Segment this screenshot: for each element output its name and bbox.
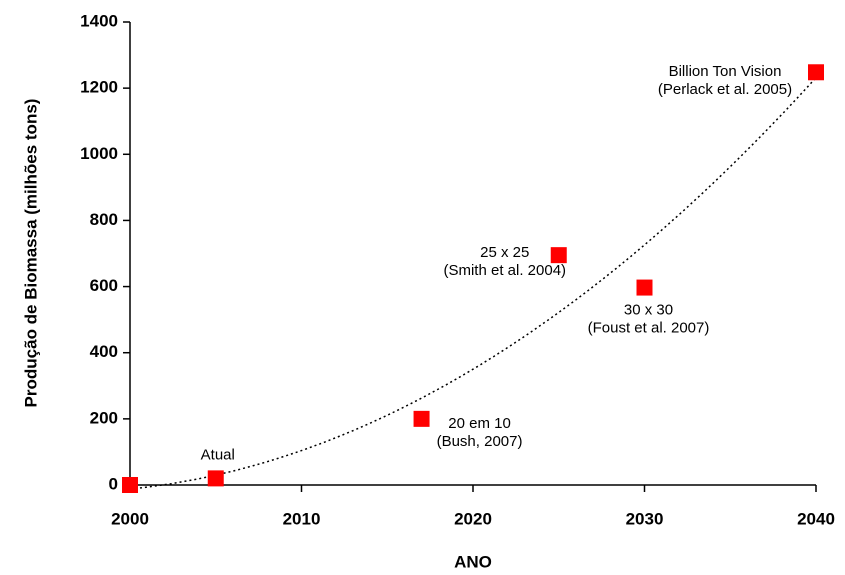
y-tick-label: 200 — [90, 408, 118, 427]
x-tick-label: 2000 — [111, 509, 149, 528]
point — [122, 477, 138, 493]
x-tick-label: 2040 — [797, 509, 835, 528]
point — [636, 279, 653, 296]
point-label: (Foust et al. 2007) — [588, 320, 710, 337]
point — [413, 410, 430, 427]
point-label: 20 em 10 — [448, 415, 511, 432]
y-tick-label: 1400 — [80, 11, 118, 30]
point — [808, 64, 824, 81]
y-tick-label: 0 — [109, 474, 118, 493]
point-label: 30 x 30 — [624, 302, 673, 319]
point-label: (Perlack et al. 2005) — [658, 81, 792, 98]
x-axis-title: ANO — [454, 552, 492, 571]
trend-line — [129, 77, 817, 490]
y-axis-title: Produção de Biomassa (milhões tons) — [21, 99, 40, 408]
point-label: (Bush, 2007) — [437, 433, 523, 450]
x-tick-label: 2020 — [454, 509, 492, 528]
y-tick-label: 600 — [90, 276, 118, 295]
point-label: Billion Ton Vision — [669, 63, 782, 80]
y-tick-label: 400 — [90, 342, 118, 361]
point-label: 25 x 25 — [480, 244, 529, 261]
y-tick-label: 1200 — [80, 78, 118, 97]
x-tick-label: 2010 — [283, 509, 321, 528]
y-tick-label: 800 — [90, 210, 118, 229]
x-tick-label: 2030 — [626, 509, 664, 528]
point — [207, 470, 224, 487]
point — [550, 247, 567, 264]
point-label: (Smith et al. 2004) — [443, 262, 566, 279]
point-label: Atual — [201, 446, 235, 463]
y-tick-label: 1000 — [80, 144, 118, 163]
